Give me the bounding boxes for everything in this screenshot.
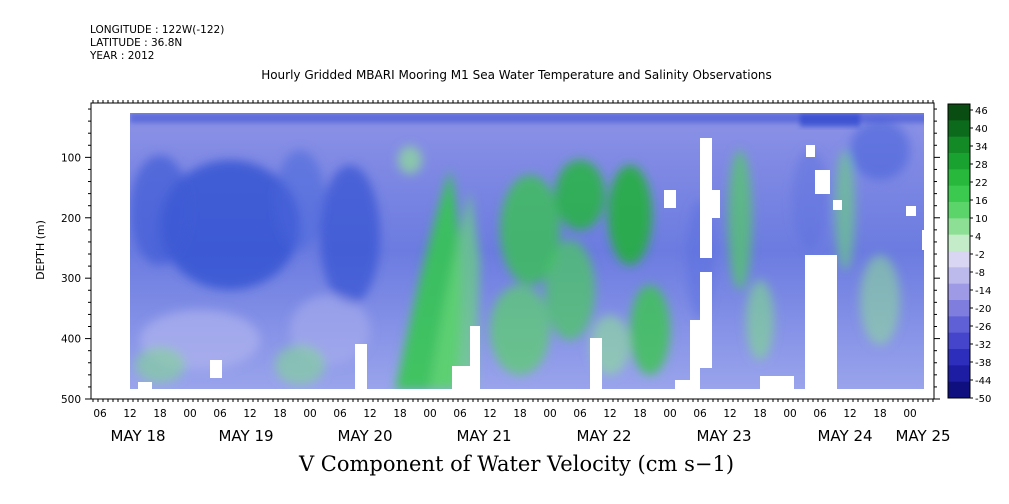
x-hour-tick-label: 00 [423, 408, 436, 420]
x-hour-tick-label: 12 [483, 408, 496, 420]
x-hour-tick-label: 12 [843, 408, 856, 420]
x-hour-tick-label: 12 [363, 408, 376, 420]
latitude-text: LATITUDE : 36.8N [90, 37, 183, 49]
colorbar-swatch [948, 120, 970, 138]
x-hour-tick-label: 06 [813, 408, 827, 420]
colorbar-label: -20 [975, 304, 991, 315]
colorbar-label: -2 [975, 250, 985, 261]
x-date-label: MAY 20 [337, 427, 392, 445]
x-date-label: MAY 18 [110, 427, 165, 445]
x-hour-tick-label: 18 [273, 408, 286, 420]
x-hour-tick-label: 00 [663, 408, 676, 420]
y-tick-label: 100 [61, 152, 81, 164]
x-hour-tick-label: 18 [393, 408, 406, 420]
colorbar-label: -50 [975, 394, 991, 405]
x-hour-tick-label: 12 [603, 408, 616, 420]
heatmap-field [91, 103, 934, 399]
colorbar-label: -38 [975, 358, 991, 369]
colorbar-swatch [948, 136, 970, 154]
x-hour-tick-label: 06 [93, 408, 107, 420]
x-hour-tick-label: 00 [783, 408, 796, 420]
x-hour-tick-label: 00 [543, 408, 556, 420]
colorbar-label: -44 [975, 376, 991, 387]
colorbar-label: -32 [975, 340, 991, 351]
colorbar-swatch [948, 267, 970, 285]
colorbar-swatch [948, 202, 970, 219]
longitude-text: LONGITUDE : 122W(-122) [90, 24, 225, 36]
chart-title: Hourly Gridded MBARI Mooring M1 Sea Wate… [261, 68, 772, 82]
colorbar-swatch [948, 218, 970, 236]
y-tick-label: 500 [61, 394, 81, 406]
colorbar-swatch [948, 251, 970, 268]
colorbar-swatch [948, 365, 970, 383]
x-date-label: MAY 24 [817, 427, 872, 445]
colorbar-swatch [948, 283, 970, 301]
colorbar-label: -26 [975, 322, 991, 333]
y-axis-label: DEPTH (m) [34, 220, 47, 280]
x-hour-tick-label: 18 [873, 408, 886, 420]
x-date-label: MAY 21 [456, 427, 511, 445]
x-hour-tick-label: 00 [303, 408, 316, 420]
x-hour-tick-label: 06 [333, 408, 347, 420]
colorbar-swatch [948, 104, 970, 121]
variable-title: V Component of Water Velocity (cm s−1) [298, 452, 735, 476]
x-date-label: MAY 22 [576, 427, 631, 445]
x-hour-tick-label: 06 [213, 408, 227, 420]
colorbar-label: -14 [975, 286, 991, 297]
x-hour-tick-label: 00 [183, 408, 196, 420]
colorbar-label: 4 [975, 232, 981, 243]
colorbar-swatch [948, 381, 970, 399]
colorbar-swatch [948, 234, 970, 252]
x-hour-tick-label: 12 [123, 408, 136, 420]
x-date-label: MAY 19 [218, 427, 273, 445]
y-axis: 100 200 300 400 500 [61, 108, 940, 406]
x-hour-tick-label: 06 [573, 408, 587, 420]
colorbar-frame [947, 103, 971, 399]
colorbar-label: 22 [975, 178, 988, 189]
data-gaps [91, 103, 934, 399]
colorbar-label: 40 [975, 124, 988, 135]
colorbar-label: 16 [975, 196, 988, 207]
year-text: YEAR : 2012 [90, 50, 155, 62]
x-hour-tick-label: 18 [633, 408, 646, 420]
x-hour-tick-label: 06 [453, 408, 467, 420]
y-tick-label: 400 [61, 334, 81, 346]
colorbar-swatch [948, 169, 970, 187]
colorbar-swatch [948, 300, 970, 317]
x-hour-tick-label: 06 [693, 408, 707, 420]
x-hour-tick-label: 18 [513, 408, 526, 420]
colorbar-label: 46 [975, 106, 988, 117]
x-hour-tick-label: 18 [753, 408, 766, 420]
x-date-label: MAY 25 [895, 427, 950, 445]
x-hour-tick-label: 18 [153, 408, 166, 420]
colorbar-label: 10 [975, 214, 988, 225]
x-axis: 06 12 18 00 06 12 18 00 06 12 18 00 06 12 18 00 06 12 18 00… [92, 100, 951, 445]
colorbar-swatch [948, 332, 970, 350]
colorbar-swatch [948, 153, 970, 170]
y-tick-label: 300 [61, 273, 81, 285]
x-hour-tick-label: 12 [723, 408, 736, 420]
y-tick-label: 200 [61, 213, 81, 225]
x-date-label: MAY 23 [696, 427, 751, 445]
x-hour-tick-label: 00 [903, 408, 916, 420]
colorbar-swatch [948, 185, 970, 203]
colorbar-label: 34 [975, 142, 988, 153]
colorbar-swatch [948, 316, 970, 334]
colorbar-label: 28 [975, 160, 988, 171]
colorbar-swatch [948, 349, 970, 366]
colorbar: 46 40 34 28 22 16 10 4 -2 -8 -14 -20 -26 -32 -38 -44 -50 [947, 103, 991, 405]
colorbar-label: -8 [975, 268, 985, 279]
x-hour-tick-label: 12 [243, 408, 256, 420]
